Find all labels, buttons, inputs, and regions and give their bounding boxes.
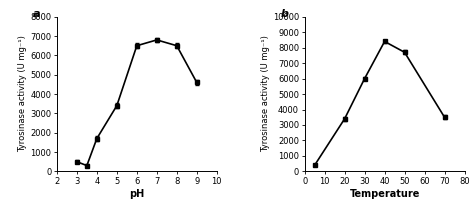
Text: b: b (281, 9, 289, 19)
X-axis label: Temperature: Temperature (349, 189, 420, 199)
Text: a: a (33, 9, 40, 19)
Y-axis label: Tyrosinase activity (U mg⁻¹): Tyrosinase activity (U mg⁻¹) (261, 36, 270, 153)
Y-axis label: Tyrosinase activity (U mg⁻¹): Tyrosinase activity (U mg⁻¹) (18, 36, 27, 153)
X-axis label: pH: pH (129, 189, 145, 199)
